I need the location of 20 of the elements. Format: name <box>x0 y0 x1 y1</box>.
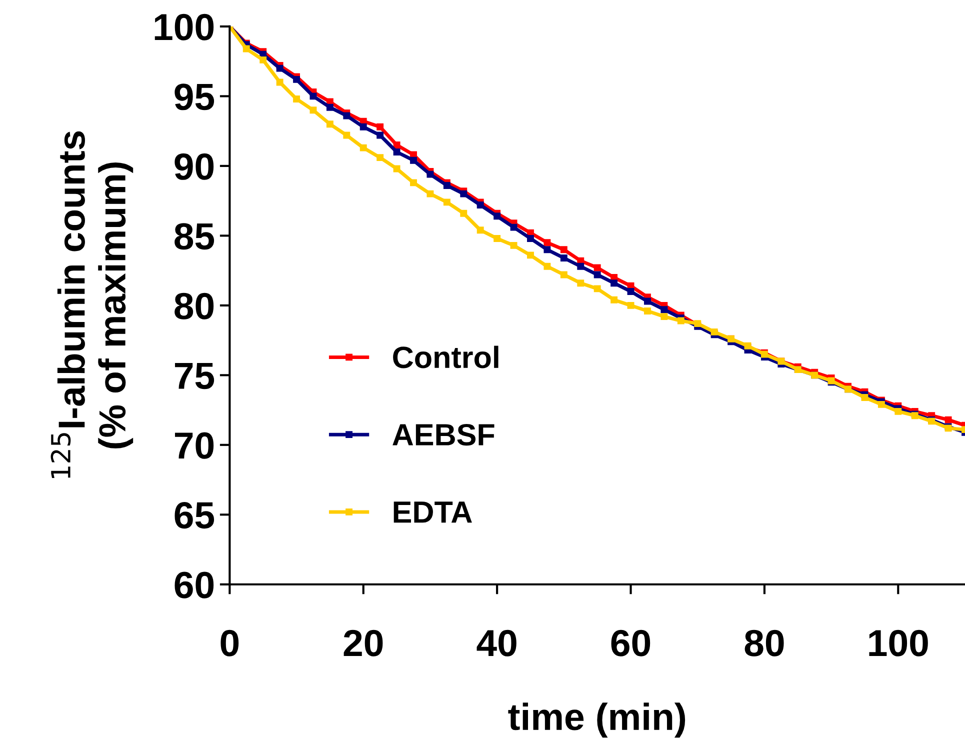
y-axis-title: $^{125}$I-albumin counts (% of maximum) <box>50 131 134 478</box>
x-tick-label: 60 <box>611 630 650 656</box>
y-tick-label: 75 <box>174 362 214 390</box>
legend-label: EDTA <box>394 502 472 523</box>
x-tick-label: 100 <box>869 630 928 656</box>
legend-label: Control <box>393 346 498 368</box>
y-tick-label: 100 <box>154 14 214 40</box>
x-axis-title: time (min) <box>508 702 686 738</box>
y-tick-label: 85 <box>174 223 214 250</box>
y-tick-label: 65 <box>174 502 214 529</box>
x-tick-label: 80 <box>744 630 784 656</box>
y-tick-label: 70 <box>174 432 214 459</box>
x-tick-label: 20 <box>344 630 383 656</box>
y-tick-label: 60 <box>174 572 214 598</box>
y-tick-label: 95 <box>174 84 214 110</box>
x-tick-label: 0 <box>220 630 239 656</box>
y-tick-label: 90 <box>174 153 214 180</box>
legend-label: AEBSF <box>392 424 494 446</box>
x-tick-label: 40 <box>476 630 516 656</box>
y-tick-label: 80 <box>174 292 214 320</box>
